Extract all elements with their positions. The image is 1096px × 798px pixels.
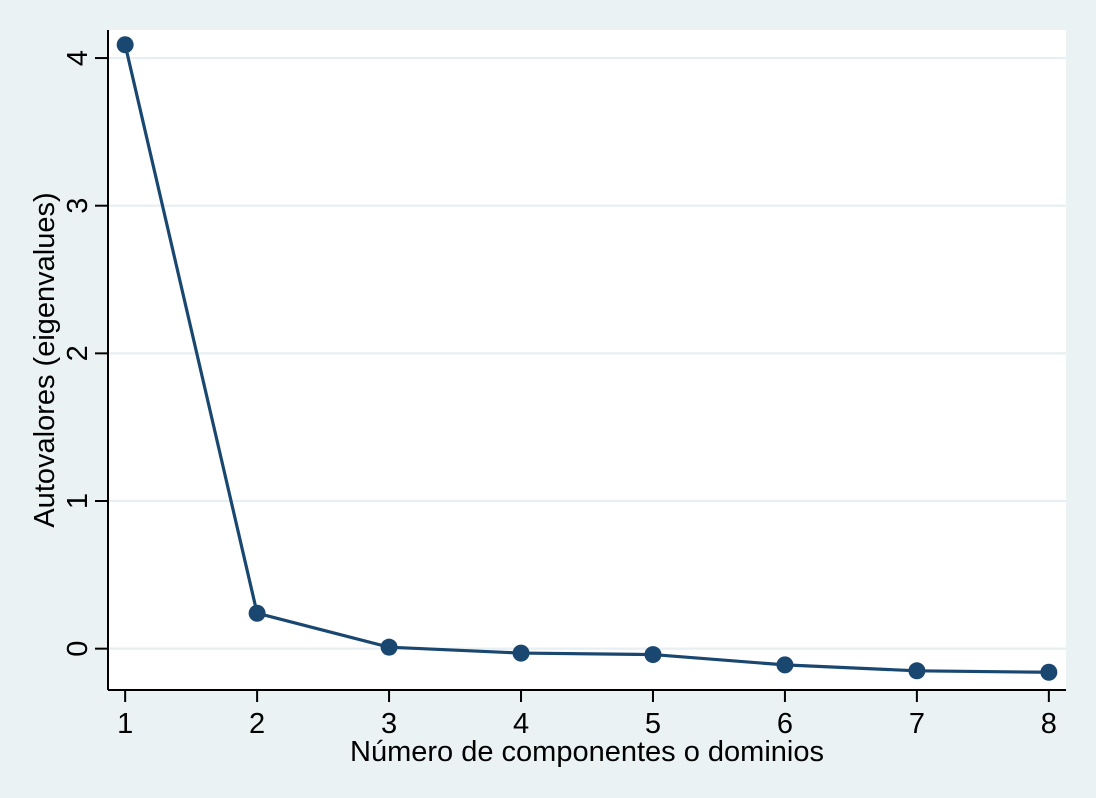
x-tick-label-3: 3 (381, 708, 397, 740)
y-axis-title: Autovalores (eigenvalues) (29, 192, 61, 527)
x-tick-label-5: 5 (645, 708, 661, 740)
x-axis-ticks-group: 1 2 3 4 5 6 7 8 (117, 690, 1057, 740)
y-tick-label-4: 4 (62, 50, 94, 66)
y-tick-label-1: 1 (62, 493, 94, 509)
x-tick-label-4: 4 (513, 708, 529, 740)
data-point-7 (908, 662, 926, 680)
y-tick-label-3: 3 (62, 198, 94, 214)
x-tick-label-8: 8 (1041, 708, 1057, 740)
data-series-group (116, 36, 1058, 681)
gridlines-group (108, 56, 1066, 650)
data-point-2 (248, 604, 266, 622)
y-tick-label-0: 0 (62, 641, 94, 657)
x-tick-label-2: 2 (249, 708, 265, 740)
plot-area-background (108, 30, 1066, 690)
data-point-6 (776, 656, 794, 674)
data-point-4 (512, 644, 530, 662)
x-tick-label-6: 6 (777, 708, 793, 740)
data-point-5 (644, 646, 662, 664)
x-tick-label-1: 1 (117, 708, 133, 740)
data-point-8 (1040, 663, 1058, 681)
y-axis-ticks-group: 0 1 2 3 4 (62, 50, 108, 657)
x-tick-label-7: 7 (909, 708, 925, 740)
data-point-1 (116, 36, 134, 54)
series-line-eigenvalues (123, 44, 1049, 674)
x-axis-title: Número de componentes o dominios (350, 736, 824, 768)
y-tick-label-2: 2 (62, 345, 94, 361)
data-point-3 (380, 638, 398, 656)
